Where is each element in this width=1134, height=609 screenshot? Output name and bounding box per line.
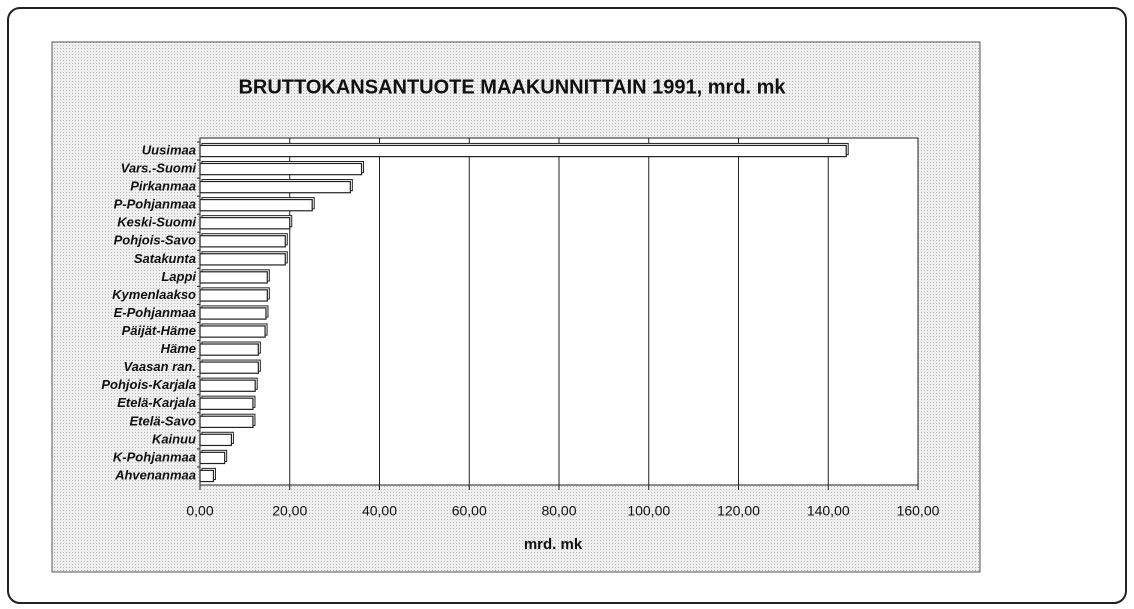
bar — [199, 325, 266, 338]
x-tick-label: 120,00 — [717, 503, 760, 519]
bar — [199, 198, 313, 212]
bar — [199, 469, 215, 483]
y-tick-label: Keski-Suomi — [117, 215, 196, 230]
bar — [199, 433, 233, 447]
y-tick-label: E-Pohjanmaa — [114, 305, 196, 320]
x-tick-label: 100,00 — [627, 503, 670, 519]
x-tick-label: 0,00 — [186, 503, 213, 519]
bar — [199, 253, 286, 266]
x-tick-label: 40,00 — [362, 503, 397, 519]
y-tick-label: Pohjois-Savo — [114, 233, 196, 248]
y-tick-label: K-Pohjanmaa — [113, 449, 196, 464]
bar — [199, 415, 254, 429]
y-tick-label: Kainuu — [152, 431, 196, 446]
y-tick-label: Etelä-Karjala — [117, 395, 196, 410]
x-tick-label: 140,00 — [807, 503, 850, 519]
y-tick-label: Lappi — [161, 269, 196, 284]
bar — [199, 180, 351, 194]
y-tick-label: Uusimaa — [142, 142, 196, 157]
x-tick-label: 80,00 — [541, 503, 576, 519]
chart-title: BRUTTOKANSANTUOTE MAAKUNNITTAIN 1991, mr… — [238, 76, 786, 98]
x-tick-label: 20,00 — [272, 503, 307, 519]
bar — [199, 162, 363, 176]
y-tick-label: Vars.-Suomi — [121, 161, 197, 176]
x-tick-label: 60,00 — [452, 503, 487, 519]
bar — [199, 361, 259, 374]
bar — [199, 235, 286, 248]
y-tick-label: Pohjois-Karjala — [101, 377, 196, 392]
bar — [199, 217, 291, 230]
bar — [199, 307, 267, 320]
bar — [199, 289, 268, 302]
y-tick-label: Vaasan ran. — [123, 359, 196, 374]
bar — [199, 379, 256, 392]
x-tick-label: 160,00 — [897, 503, 940, 519]
y-tick-label: Pirkanmaa — [130, 179, 196, 194]
x-axis-title: mrd. mk — [524, 536, 583, 553]
bar — [199, 144, 847, 158]
y-tick-label: Kymenlaakso — [112, 287, 196, 302]
bar — [199, 343, 259, 356]
y-tick-label: Häme — [161, 341, 196, 356]
bar — [199, 397, 254, 410]
bar — [199, 271, 268, 284]
bar — [199, 451, 226, 465]
y-tick-label: Satakunta — [134, 251, 196, 266]
y-tick-label: Etelä-Savo — [130, 413, 197, 428]
y-tick-label: Ahvenanmaa — [114, 467, 196, 482]
y-tick-label: Päijät-Häme — [122, 323, 196, 338]
y-tick-label: P-Pohjanmaa — [114, 197, 196, 212]
